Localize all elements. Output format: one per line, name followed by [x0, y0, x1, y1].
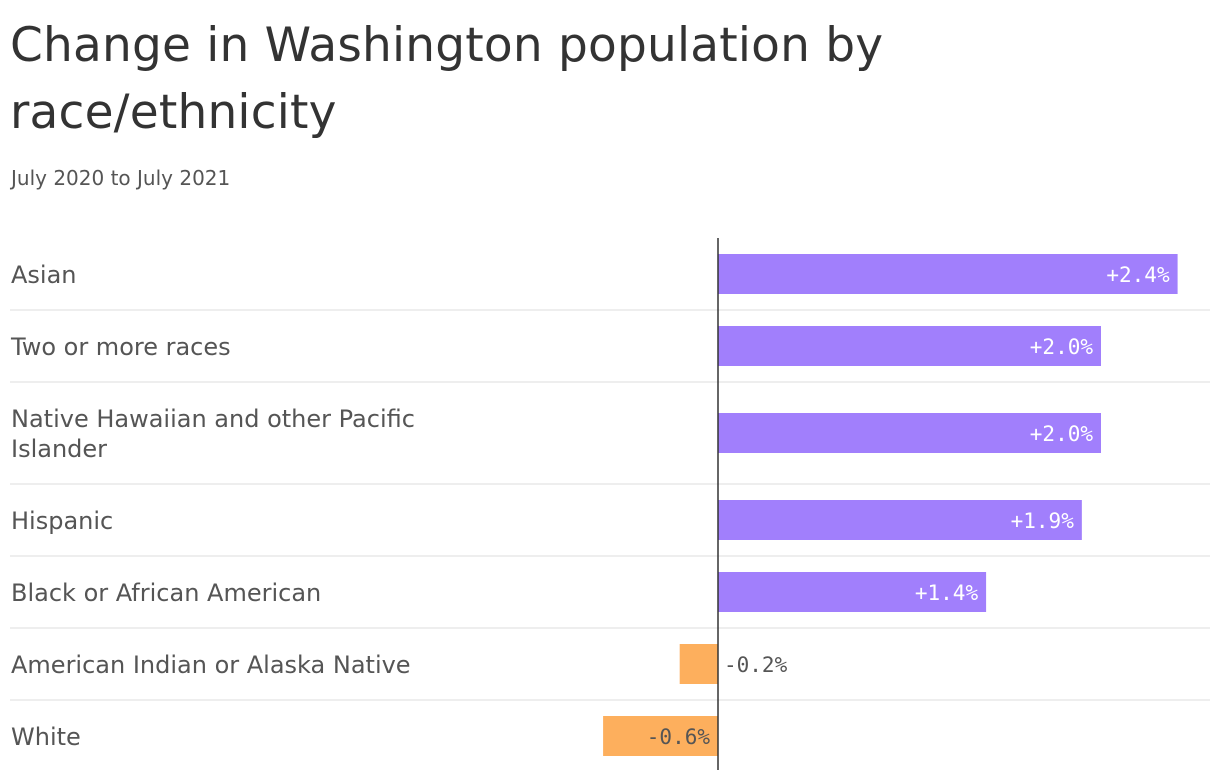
value-label: +2.0%: [1030, 422, 1094, 446]
category-label: White: [11, 723, 81, 751]
category-label: American Indian or Alaska Native: [11, 651, 411, 679]
chart-subtitle: July 2020 to July 2021: [11, 166, 231, 190]
bar: [603, 716, 718, 756]
category-label: Hispanic: [11, 507, 113, 535]
category-label: Native Hawaiian and other Pacific Islande…: [11, 405, 415, 463]
bar: [679, 644, 718, 684]
bar: [718, 500, 1082, 540]
value-label: +1.4%: [915, 581, 979, 605]
value-label: +1.9%: [1011, 509, 1075, 533]
category-label: Black or African American: [11, 579, 321, 607]
bar: [718, 254, 1178, 294]
value-label: -0.2%: [724, 653, 788, 677]
category-label: Two or more races: [10, 333, 231, 361]
category-label: Asian: [11, 261, 77, 289]
value-label: +2.4%: [1106, 263, 1170, 287]
bar: [718, 572, 987, 612]
value-label: +2.0%: [1030, 335, 1094, 359]
value-label: -0.6%: [647, 725, 711, 749]
chart-title: Change in Washington population by race/…: [10, 18, 884, 140]
bar: [718, 326, 1101, 366]
bar: [718, 413, 1101, 453]
